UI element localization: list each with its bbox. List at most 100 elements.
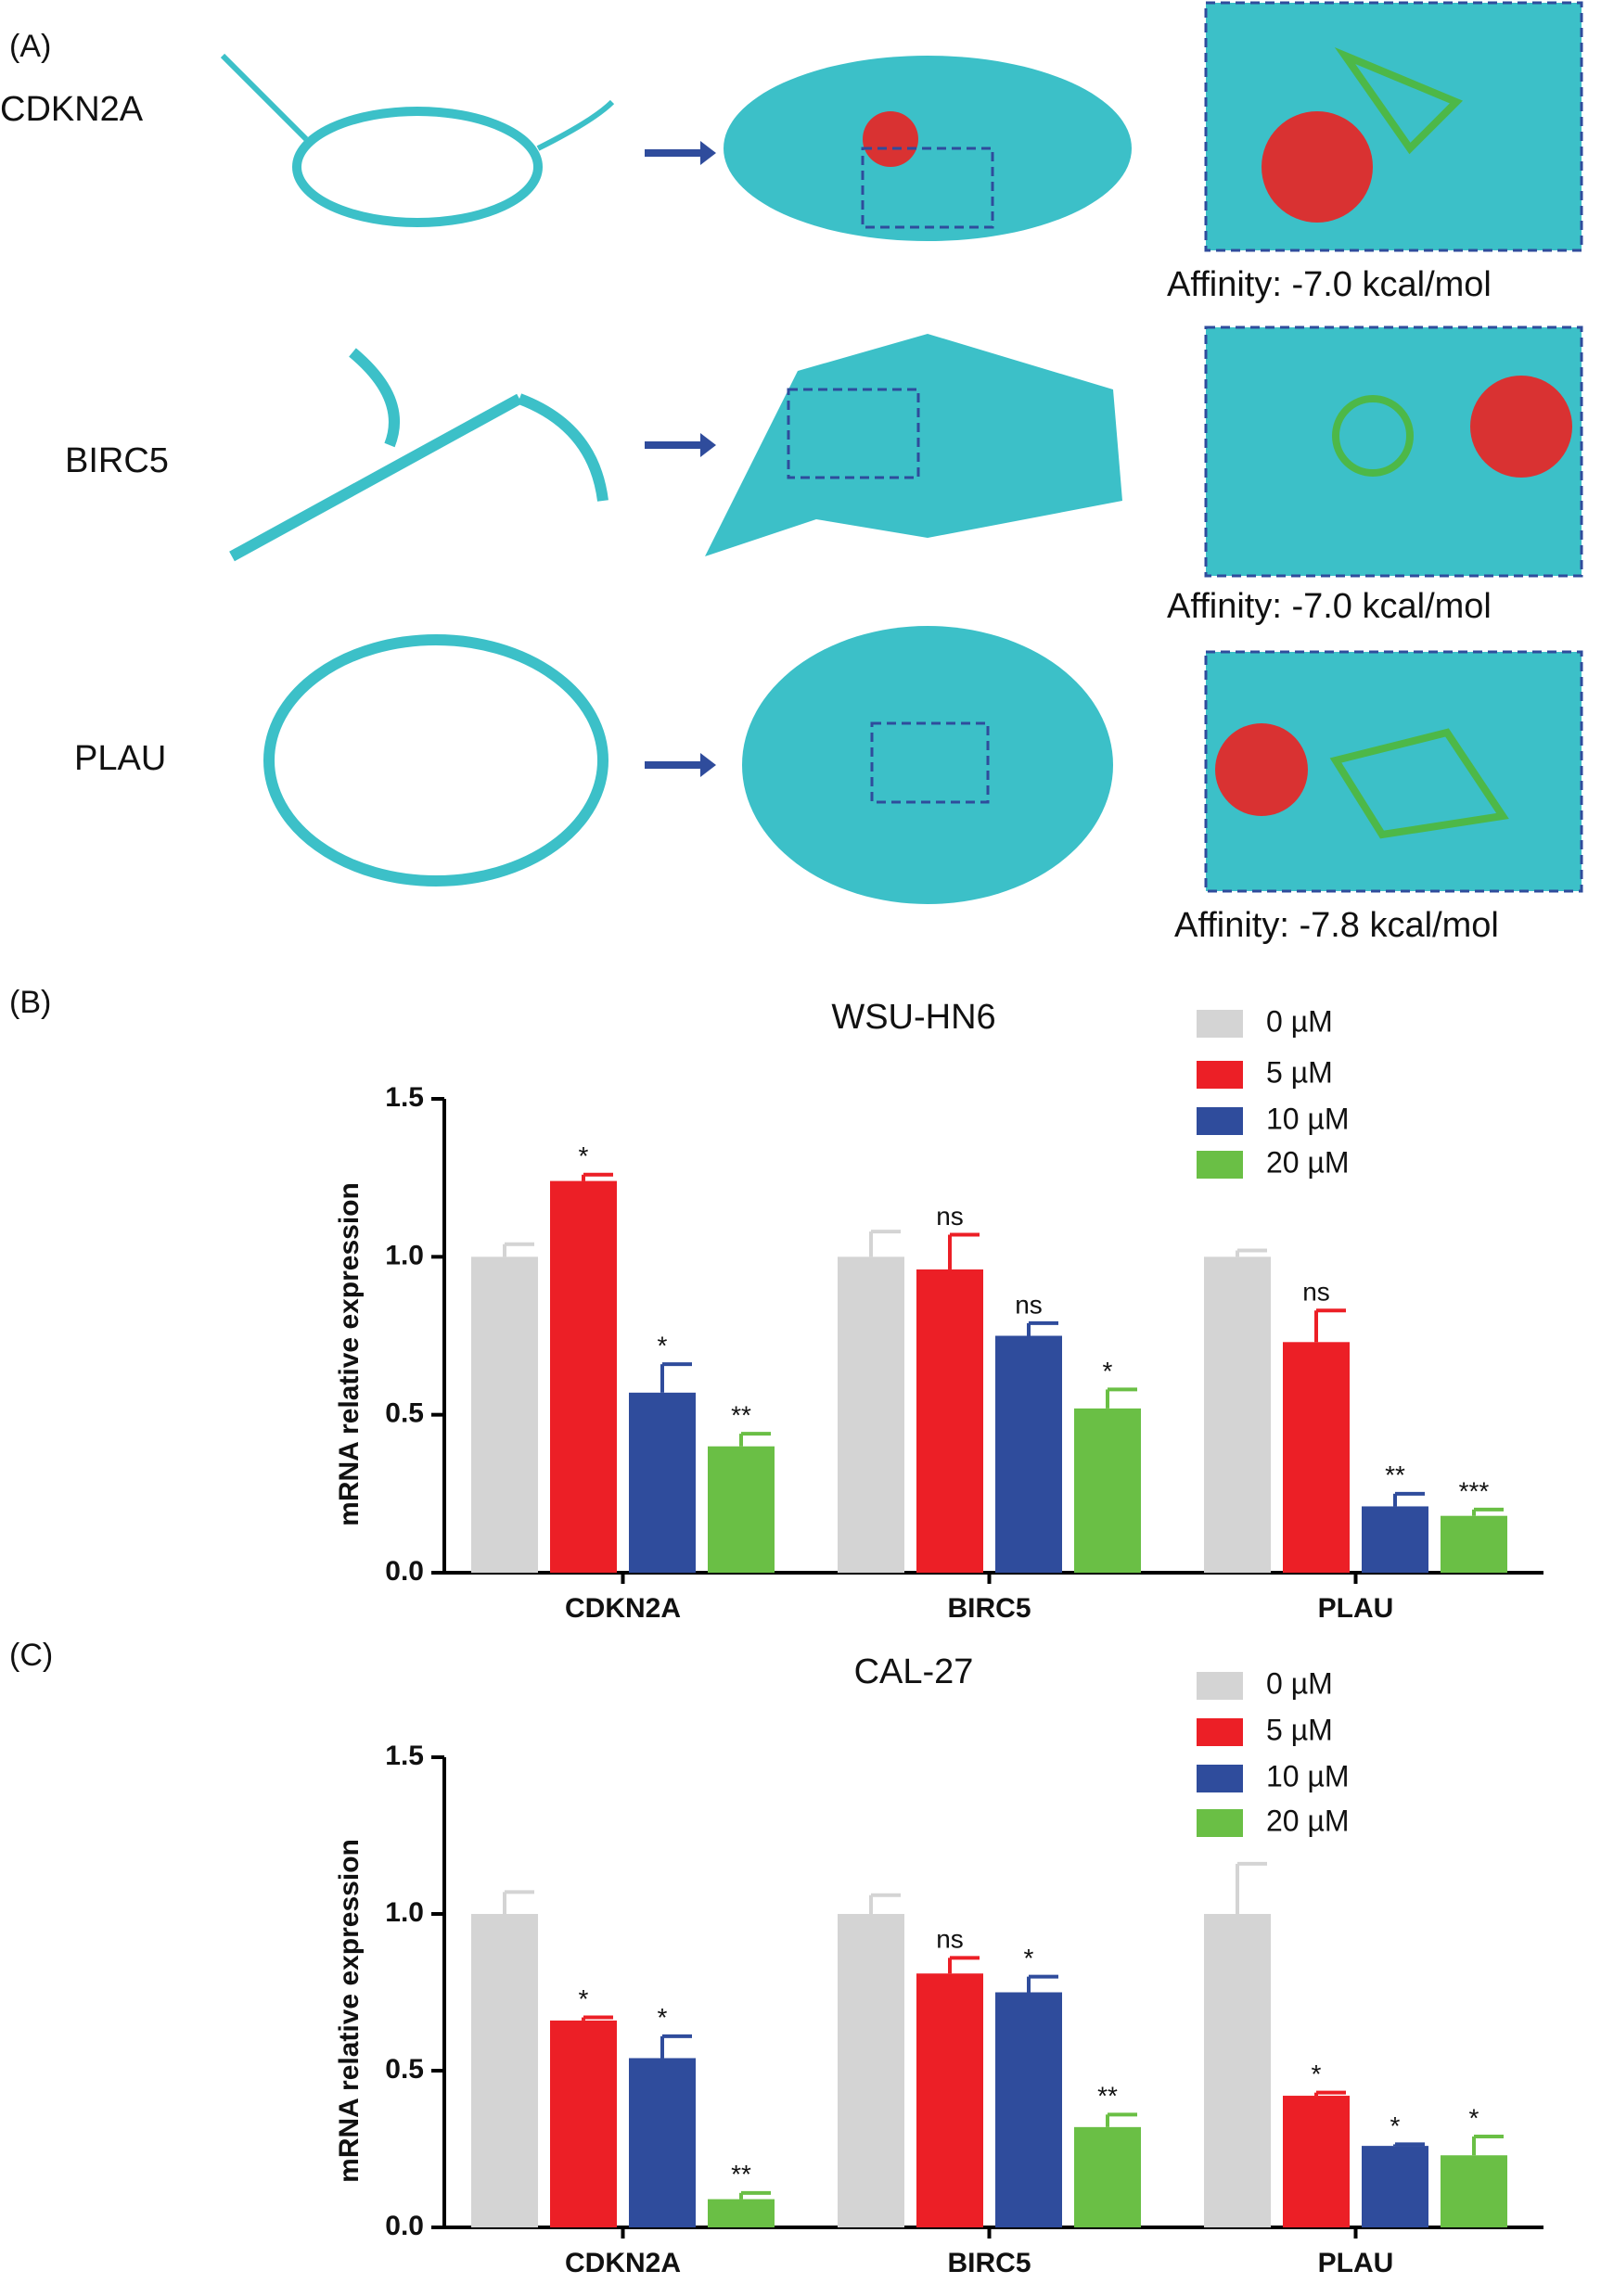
surface-patch xyxy=(1470,376,1572,478)
affinity: Affinity: -7.0 kcal/mol xyxy=(1167,265,1492,304)
x-tick-label: CDKN2A xyxy=(565,2248,681,2278)
bar xyxy=(1441,1515,1507,1573)
legend-swatch xyxy=(1197,1061,1243,1089)
significance-label: * xyxy=(658,2003,668,2032)
y-tick-label: 1.0 xyxy=(385,1240,424,1270)
protein-name: BIRC5 xyxy=(65,441,169,480)
bar xyxy=(916,1269,983,1573)
arrowhead xyxy=(700,753,716,777)
arrowhead xyxy=(700,433,716,457)
significance-label: * xyxy=(1390,2111,1401,2140)
bar xyxy=(1074,1408,1141,1573)
surface-structure xyxy=(705,334,1122,556)
bar xyxy=(471,1256,538,1573)
bar xyxy=(1074,2126,1141,2227)
bar xyxy=(1204,1256,1271,1573)
x-tick-label: PLAU xyxy=(1318,1593,1394,1624)
legend-swatch xyxy=(1197,1718,1243,1746)
zoom-region xyxy=(787,388,920,479)
zoom-region xyxy=(870,721,990,804)
bar xyxy=(550,1180,617,1573)
significance-label: * xyxy=(1103,1357,1113,1385)
ligand xyxy=(1332,395,1414,477)
significance-label: ** xyxy=(1097,2082,1118,2111)
significance-label: ns xyxy=(1015,1290,1043,1319)
significance-label: ** xyxy=(731,1400,751,1429)
ribbon-loop xyxy=(220,53,615,151)
legend-swatch xyxy=(1197,1107,1243,1135)
bar xyxy=(1283,2096,1350,2227)
significance-label: ns xyxy=(1302,1278,1330,1307)
y-tick-label: 1.5 xyxy=(385,1741,424,1771)
ribbon-structure xyxy=(292,107,543,227)
surface-patch xyxy=(1262,111,1373,223)
legend-label: 10 µM xyxy=(1266,1759,1350,1792)
surface-patch xyxy=(863,111,918,167)
bar xyxy=(1204,1914,1271,2227)
y-axis-label: mRNA relative expression xyxy=(334,1182,365,1526)
legend-label: 10 µM xyxy=(1266,1102,1350,1135)
bar xyxy=(471,1914,538,2227)
legend-swatch xyxy=(1197,1672,1243,1700)
legend-label: 0 µM xyxy=(1266,1004,1333,1038)
affinity: Affinity: -7.0 kcal/mol xyxy=(1167,587,1492,626)
x-tick-label: BIRC5 xyxy=(947,1593,1031,1624)
legend-label: 20 µM xyxy=(1266,1804,1350,1837)
affinity: Affinity: -7.8 kcal/mol xyxy=(1174,906,1499,945)
legend-swatch xyxy=(1197,1010,1243,1038)
arrowhead xyxy=(700,141,716,165)
significance-label: ns xyxy=(936,1202,964,1231)
chart-title: CAL-27 xyxy=(854,1652,974,1691)
y-tick-label: 0.5 xyxy=(385,2054,424,2085)
surface-structure xyxy=(742,626,1113,904)
panel-label: (C) xyxy=(9,1638,53,1673)
bar xyxy=(995,1335,1062,1573)
bar xyxy=(708,2199,775,2227)
bar xyxy=(916,1973,983,2227)
bar xyxy=(1441,2155,1507,2227)
significance-label: *** xyxy=(1459,1476,1490,1505)
ribbon-structure xyxy=(229,348,608,562)
legend-label: 5 µM xyxy=(1266,1055,1333,1089)
legend-swatch xyxy=(1197,1151,1243,1179)
y-tick-label: 1.5 xyxy=(385,1082,424,1113)
bar xyxy=(708,1446,775,1573)
significance-label: * xyxy=(658,1332,668,1360)
y-tick-label: 0.5 xyxy=(385,1398,424,1429)
x-tick-label: PLAU xyxy=(1318,2248,1394,2278)
legend-swatch xyxy=(1197,1765,1243,1792)
bar xyxy=(1362,1506,1428,1573)
bar xyxy=(629,1392,696,1573)
significance-label: * xyxy=(579,1142,589,1170)
ribbon-structure xyxy=(263,634,608,887)
ligand xyxy=(1329,728,1509,839)
bar xyxy=(838,1914,904,2227)
legend-label: 20 µM xyxy=(1266,1145,1350,1179)
bar xyxy=(550,2020,617,2227)
surface-patch xyxy=(1215,723,1308,816)
protein-name: PLAU xyxy=(74,739,166,778)
ligand xyxy=(1334,47,1464,155)
y-axis-label: mRNA relative expression xyxy=(334,1839,365,2183)
x-tick-label: CDKN2A xyxy=(565,1593,681,1624)
bar xyxy=(1283,1342,1350,1573)
y-tick-label: 1.0 xyxy=(385,1897,424,1928)
panel-label: (A) xyxy=(9,29,51,64)
bar xyxy=(629,2058,696,2227)
significance-label: * xyxy=(1469,2103,1479,2132)
legend-label: 5 µM xyxy=(1266,1713,1333,1746)
significance-label: * xyxy=(579,1984,589,2013)
bar xyxy=(838,1256,904,1573)
protein-name: CDKN2A xyxy=(0,90,144,129)
y-tick-label: 0.0 xyxy=(385,1556,424,1587)
zoom-region xyxy=(861,147,994,229)
significance-label: ** xyxy=(1385,1461,1405,1489)
bar xyxy=(1362,2146,1428,2227)
panel-label: (B) xyxy=(9,985,51,1020)
significance-label: ** xyxy=(731,2160,751,2188)
significance-label: ns xyxy=(936,1925,964,1954)
docking-panel: CDKN2A Affinity: -7.0 kcal/mol BIRC5 Aff… xyxy=(0,1,1583,945)
chart-title: WSU-HN6 xyxy=(831,998,995,1037)
significance-label: * xyxy=(1024,1944,1034,1972)
